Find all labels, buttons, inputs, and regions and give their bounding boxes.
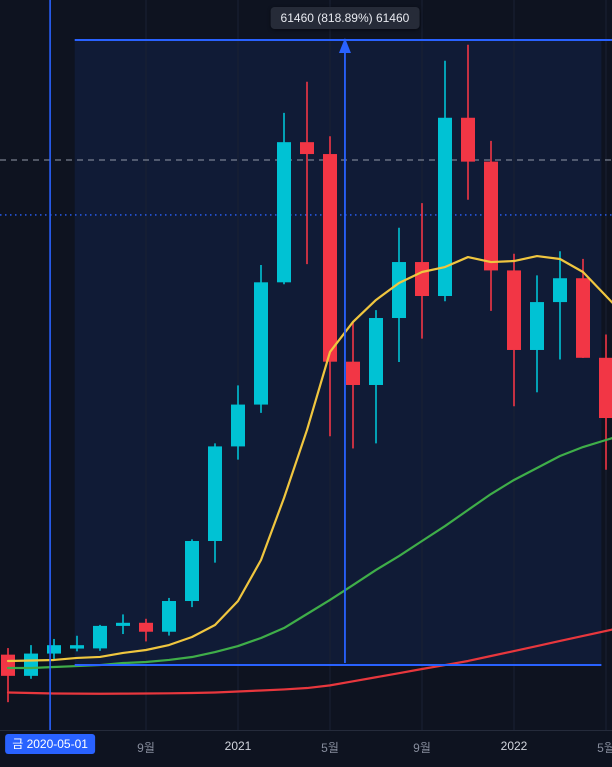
time-axis-label: 9월 bbox=[413, 741, 431, 755]
time-axis-label: 5월 bbox=[597, 741, 612, 755]
time-axis[interactable]: 9월 2021 5월 9월 2022 5월 bbox=[0, 730, 612, 767]
time-axis-label: 2021 bbox=[224, 739, 252, 753]
time-axis-label: 2022 bbox=[500, 739, 528, 753]
measure-tool-label[interactable]: 61460 (818.89%) 61460 bbox=[270, 7, 420, 29]
crosshair-date-badge: 금 2020-05-01 bbox=[5, 734, 95, 754]
measure-arrowhead bbox=[338, 38, 351, 53]
time-axis-label: 9월 bbox=[137, 741, 155, 755]
time-axis-label: 5월 bbox=[321, 741, 339, 755]
price-range-fill bbox=[74, 40, 602, 665]
